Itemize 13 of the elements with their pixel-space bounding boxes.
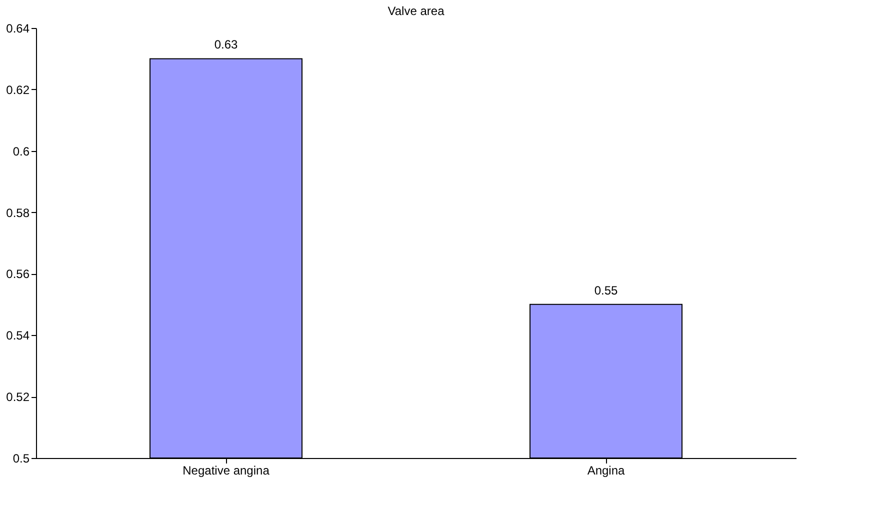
y-tick-label: 0.5 <box>12 452 30 466</box>
data-label: 0.63 <box>214 38 238 52</box>
data-label: 0.55 <box>594 283 618 298</box>
chart-title: Valve area <box>388 4 445 18</box>
y-tick-label: 0.52 <box>6 390 30 404</box>
y-tick-label: 0.58 <box>6 206 30 220</box>
y-tick-label: 0.56 <box>6 267 30 282</box>
y-tick-label: 0.54 <box>6 328 30 343</box>
y-tick-label: 0.6 <box>12 144 30 158</box>
y-tick-label: 0.62 <box>6 82 30 97</box>
y-tick-label: 0.64 <box>6 22 30 36</box>
x-tick-label: Angina <box>587 464 626 478</box>
x-tick-label: Negative angina <box>182 464 270 478</box>
